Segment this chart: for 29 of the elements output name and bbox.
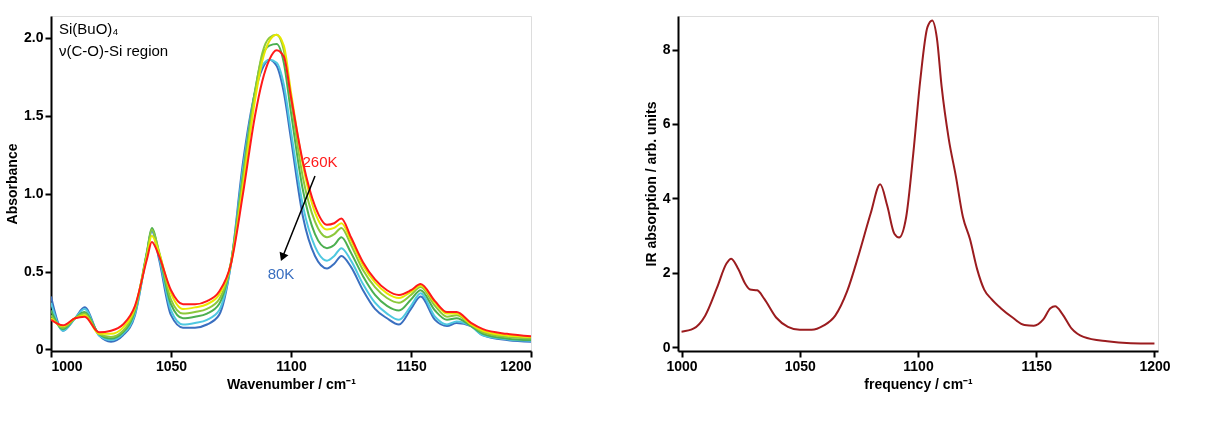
y-tick-label: 0 — [662, 338, 671, 355]
y-tick-label: 0.5 — [24, 263, 44, 280]
y-tick-label: 1.5 — [24, 107, 44, 124]
x-axis-title: Wavenumber / cm⁻¹ — [227, 375, 357, 392]
x-tick-label: 1000 — [666, 357, 698, 374]
x-tick-label: 1200 — [1139, 357, 1171, 374]
y-axis-title: IR absorption / arb. units — [642, 101, 659, 267]
annotation: ν(C-O)-Si region — [59, 42, 169, 59]
x-tick-label: 1050 — [155, 357, 188, 374]
y-tick-label: 6 — [662, 115, 671, 132]
x-tick-label: 1050 — [784, 357, 817, 374]
annotation: Si(BuO)₄ — [59, 20, 119, 37]
y-axis-title: Absorbance — [4, 143, 21, 225]
y-tick-label: 2 — [662, 264, 671, 281]
x-tick-label: 1150 — [396, 357, 427, 374]
y-tick-label: 0 — [35, 340, 44, 357]
x-axis-title: frequency / cm⁻¹ — [864, 375, 974, 392]
y-tick-label: 8 — [662, 41, 671, 57]
x-tick-label: 1000 — [51, 357, 83, 374]
line-series — [680, 19, 1156, 345]
x-tick-label: 1200 — [500, 357, 532, 374]
x-tick-label: 1100 — [276, 357, 307, 374]
y-tick-label: 1.0 — [24, 185, 44, 202]
y-tick-label: 2.0 — [24, 29, 44, 46]
x-tick-label: 1150 — [1021, 357, 1053, 374]
annotation: 80K — [267, 265, 295, 282]
x-tick-label: 1100 — [903, 357, 934, 374]
y-tick-label: 4 — [662, 189, 671, 206]
annotation: 260K — [302, 153, 338, 170]
